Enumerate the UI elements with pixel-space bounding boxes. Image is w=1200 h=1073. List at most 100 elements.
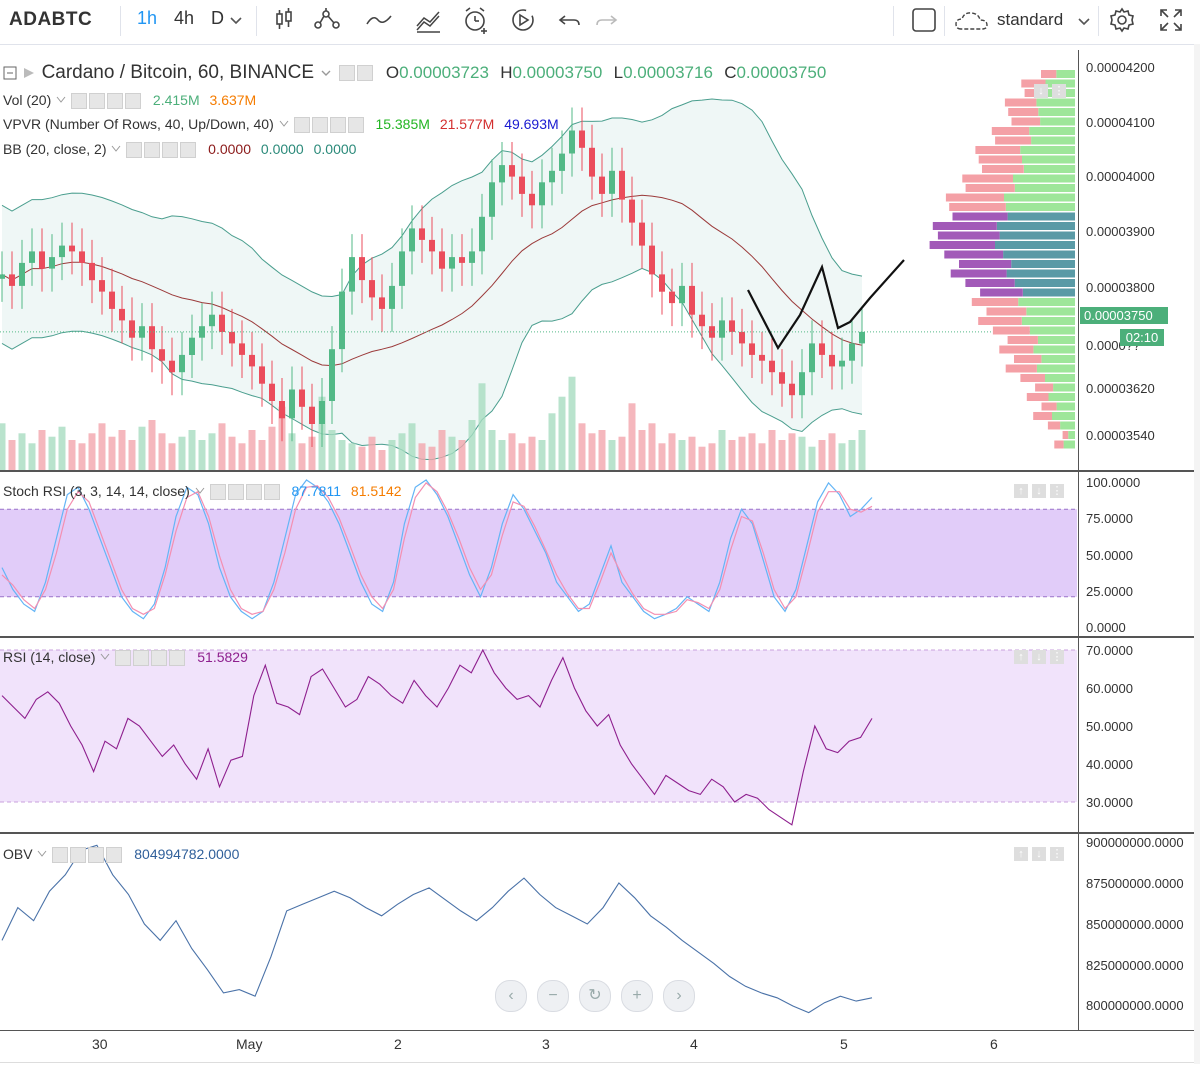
chevron-down-icon[interactable] xyxy=(99,652,111,662)
eye-icon[interactable] xyxy=(52,847,69,864)
close-icon[interactable] xyxy=(347,117,364,134)
add-icon[interactable] xyxy=(162,142,179,159)
add-icon[interactable] xyxy=(88,847,105,864)
chevron-down-icon[interactable] xyxy=(36,849,48,859)
close-icon[interactable] xyxy=(106,847,123,864)
pane-divider[interactable] xyxy=(0,832,1194,834)
gear-icon[interactable] xyxy=(227,484,244,501)
vpvr-down-bar xyxy=(932,222,997,230)
gear-icon[interactable] xyxy=(356,64,373,81)
stoch-scale[interactable] xyxy=(1078,472,1195,636)
close-icon[interactable] xyxy=(180,142,197,159)
compare-icon[interactable] xyxy=(313,6,341,34)
symbol-search[interactable]: ADABTC xyxy=(9,9,93,30)
alert-clock-icon[interactable] xyxy=(462,6,490,34)
gear-icon[interactable] xyxy=(144,142,161,159)
pane-divider[interactable] xyxy=(0,636,1194,638)
rsi-axis-label: 40.0000 xyxy=(1086,757,1133,772)
vpvr-name: VPVR (Number Of Rows, 40, Up/Down, 40) xyxy=(3,116,274,132)
chevron-down-icon[interactable] xyxy=(194,486,206,496)
eye-icon[interactable] xyxy=(115,650,132,667)
expand-icon[interactable] xyxy=(1157,6,1185,34)
close-icon[interactable] xyxy=(169,650,186,667)
drawing-w-line xyxy=(747,259,905,351)
vpvr-down-bar xyxy=(1047,421,1061,430)
more-icon[interactable]: ⋮ xyxy=(1050,484,1064,498)
page-scrollbar[interactable] xyxy=(1194,44,1200,1064)
eye-icon[interactable] xyxy=(126,142,143,159)
stoch-band xyxy=(0,509,1077,597)
vpvr-up-bar xyxy=(1026,307,1075,316)
arrow-up-icon[interactable]: ↑ xyxy=(1014,484,1028,498)
gear-icon[interactable] xyxy=(1108,6,1136,34)
replay-icon[interactable] xyxy=(509,6,537,34)
gear-icon[interactable] xyxy=(70,847,87,864)
undo-icon[interactable] xyxy=(557,6,585,34)
collapse-icon[interactable] xyxy=(3,66,17,80)
vpvr-up-bar xyxy=(1005,203,1075,211)
arrow-up-icon[interactable]: ↑ xyxy=(1014,847,1028,861)
vpvr-up-bar xyxy=(1003,250,1075,259)
reset-button[interactable]: ↻ xyxy=(579,980,611,1012)
redo-icon[interactable] xyxy=(592,6,620,34)
candle-body xyxy=(819,343,825,355)
candle-body xyxy=(509,165,515,177)
chevron-down-icon[interactable] xyxy=(319,66,333,80)
more-icon[interactable]: ⋮ xyxy=(1052,84,1066,98)
arrow-down-icon[interactable]: ↓ xyxy=(1034,84,1048,98)
stoch-rsi-pane[interactable] xyxy=(0,472,1077,636)
eye-icon[interactable] xyxy=(293,117,310,134)
interval-d-button[interactable]: D xyxy=(211,8,224,28)
price-chart-pane[interactable] xyxy=(0,50,1077,470)
flag-icon[interactable] xyxy=(22,66,36,80)
add-icon[interactable] xyxy=(329,117,346,134)
gear-icon[interactable] xyxy=(311,117,328,134)
vpvr-down-bar xyxy=(1021,79,1046,88)
vpvr-down-bar xyxy=(1020,374,1045,382)
rsi-scale[interactable] xyxy=(1078,638,1195,832)
scroll-left-button[interactable]: ‹ xyxy=(495,980,527,1012)
add-icon[interactable] xyxy=(107,93,124,110)
indicators-icon[interactable] xyxy=(365,6,393,34)
price-scale[interactable] xyxy=(1078,50,1195,470)
chevron-down-icon[interactable] xyxy=(229,14,243,28)
add-icon[interactable] xyxy=(245,484,262,501)
stoch-axis-label: 75.0000 xyxy=(1086,511,1133,526)
candle-body xyxy=(339,291,345,350)
templates-icon[interactable] xyxy=(414,6,442,34)
bb-band-fill xyxy=(2,99,862,460)
candles-icon[interactable] xyxy=(270,6,298,34)
candle-body xyxy=(369,280,375,298)
volume-bar xyxy=(48,436,56,470)
scroll-right-button[interactable]: › xyxy=(663,980,695,1012)
obv-scale[interactable] xyxy=(1078,834,1195,1030)
close-icon[interactable] xyxy=(263,484,280,501)
interval-4h-button[interactable]: 4h xyxy=(174,8,195,28)
rsi-pane[interactable] xyxy=(0,638,1077,832)
eye-icon[interactable] xyxy=(338,64,355,81)
interval-1h-button[interactable]: 1h xyxy=(137,8,158,28)
eye-icon[interactable] xyxy=(209,484,226,501)
volume-bar xyxy=(128,440,136,470)
vpvr-down-bar xyxy=(1041,70,1057,78)
add-icon[interactable] xyxy=(151,650,168,667)
gear-icon[interactable] xyxy=(89,93,106,110)
arrow-down-icon[interactable]: ↓ xyxy=(1032,847,1046,861)
close-icon[interactable] xyxy=(125,93,142,110)
zoom-in-button[interactable]: + xyxy=(621,980,653,1012)
pane-divider[interactable] xyxy=(0,470,1194,472)
fullscreen-square-icon[interactable] xyxy=(910,6,938,34)
volume-bar xyxy=(518,443,526,470)
arrow-up-icon[interactable]: ↑ xyxy=(1014,650,1028,664)
obv-pane[interactable] xyxy=(0,834,1077,1030)
arrow-down-icon[interactable]: ↓ xyxy=(1032,484,1046,498)
zoom-out-button[interactable]: − xyxy=(537,980,569,1012)
more-icon[interactable]: ⋮ xyxy=(1050,650,1064,664)
gear-icon[interactable] xyxy=(133,650,150,667)
eye-icon[interactable] xyxy=(71,93,88,110)
chevron-down-icon[interactable] xyxy=(110,144,122,154)
more-icon[interactable]: ⋮ xyxy=(1050,847,1064,861)
chevron-down-icon[interactable] xyxy=(55,95,67,105)
chevron-down-icon[interactable] xyxy=(278,119,290,129)
arrow-down-icon[interactable]: ↓ xyxy=(1032,650,1046,664)
